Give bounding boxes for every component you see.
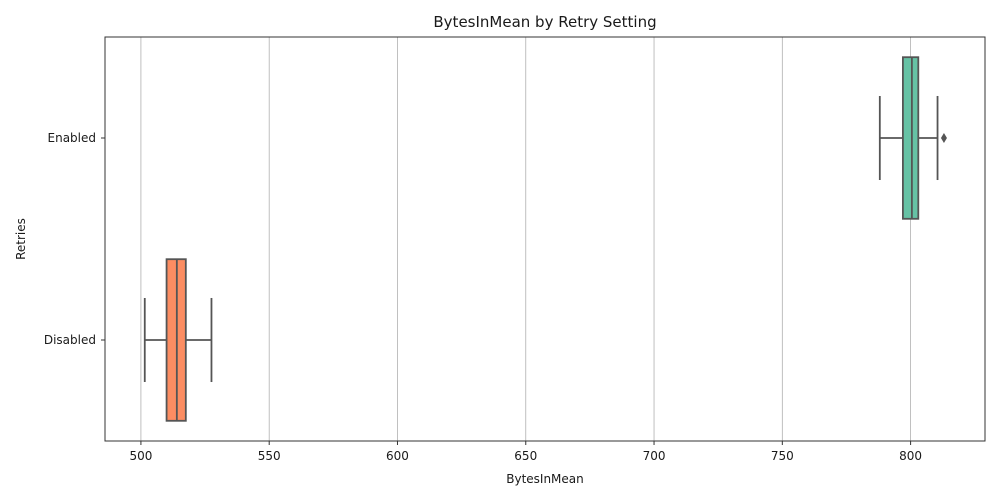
x-tick-label-800: 800 bbox=[899, 449, 922, 463]
box-iqr-enabled bbox=[902, 56, 920, 220]
outlier-point-enabled-0 bbox=[940, 133, 947, 143]
x-tick-label-550: 550 bbox=[258, 449, 281, 463]
x-tick-label-650: 650 bbox=[514, 449, 537, 463]
plot-area-frame bbox=[104, 36, 986, 442]
x-tick-label-500: 500 bbox=[129, 449, 152, 463]
x-axis-ticks: 500 550 600 650 700 750 800 bbox=[129, 441, 922, 463]
x-tick-label-700: 700 bbox=[643, 449, 666, 463]
grid-lines bbox=[140, 37, 911, 441]
y-tick-label-enabled: Enabled bbox=[48, 131, 97, 145]
x-tick-label-750: 750 bbox=[771, 449, 794, 463]
box-group-disabled bbox=[143, 258, 213, 422]
chart-title: BytesInMean by Retry Setting bbox=[433, 13, 656, 31]
y-axis-label: Retries bbox=[14, 218, 28, 260]
y-tick-label-disabled: Disabled bbox=[44, 333, 96, 347]
x-axis-label: BytesInMean bbox=[506, 472, 584, 486]
boxes bbox=[143, 56, 947, 422]
box-group-enabled bbox=[878, 56, 947, 220]
x-tick-label-600: 600 bbox=[386, 449, 409, 463]
y-axis-ticks: Enabled Disabled bbox=[44, 131, 105, 347]
